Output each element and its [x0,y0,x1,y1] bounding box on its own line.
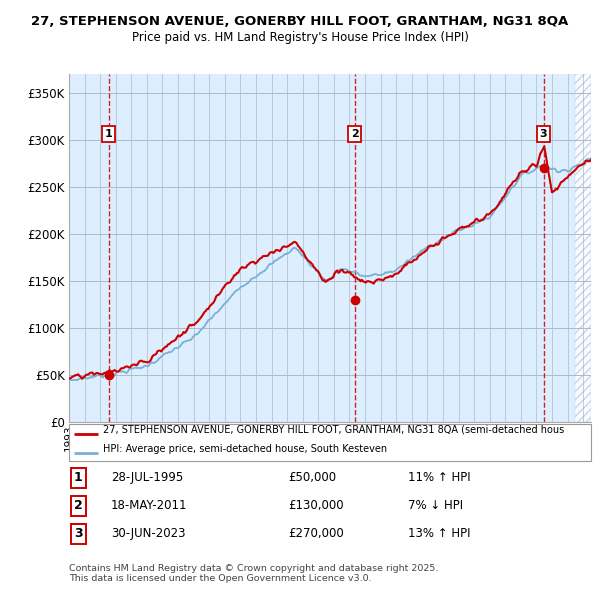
Text: 13% ↑ HPI: 13% ↑ HPI [409,527,471,540]
Text: 3: 3 [539,129,547,139]
Text: 7% ↓ HPI: 7% ↓ HPI [409,499,463,512]
Text: 11% ↑ HPI: 11% ↑ HPI [409,471,471,484]
Text: Price paid vs. HM Land Registry's House Price Index (HPI): Price paid vs. HM Land Registry's House … [131,31,469,44]
Text: 1: 1 [74,471,83,484]
Text: 27, STEPHENSON AVENUE, GONERBY HILL FOOT, GRANTHAM, NG31 8QA: 27, STEPHENSON AVENUE, GONERBY HILL FOOT… [31,15,569,28]
Text: 3: 3 [74,527,83,540]
Text: £130,000: £130,000 [288,499,344,512]
Text: 2: 2 [74,499,83,512]
Text: £270,000: £270,000 [288,527,344,540]
Text: 18-MAY-2011: 18-MAY-2011 [111,499,187,512]
Text: HPI: Average price, semi-detached house, South Kesteven: HPI: Average price, semi-detached house,… [103,444,387,454]
FancyBboxPatch shape [69,424,591,461]
Text: 27, STEPHENSON AVENUE, GONERBY HILL FOOT, GRANTHAM, NG31 8QA (semi-detached hous: 27, STEPHENSON AVENUE, GONERBY HILL FOOT… [103,425,564,435]
Text: 28-JUL-1995: 28-JUL-1995 [111,471,183,484]
Text: 2: 2 [351,129,358,139]
Text: Contains HM Land Registry data © Crown copyright and database right 2025.
This d: Contains HM Land Registry data © Crown c… [69,563,439,583]
Text: 1: 1 [104,129,112,139]
Text: 30-JUN-2023: 30-JUN-2023 [111,527,185,540]
Text: £50,000: £50,000 [288,471,337,484]
